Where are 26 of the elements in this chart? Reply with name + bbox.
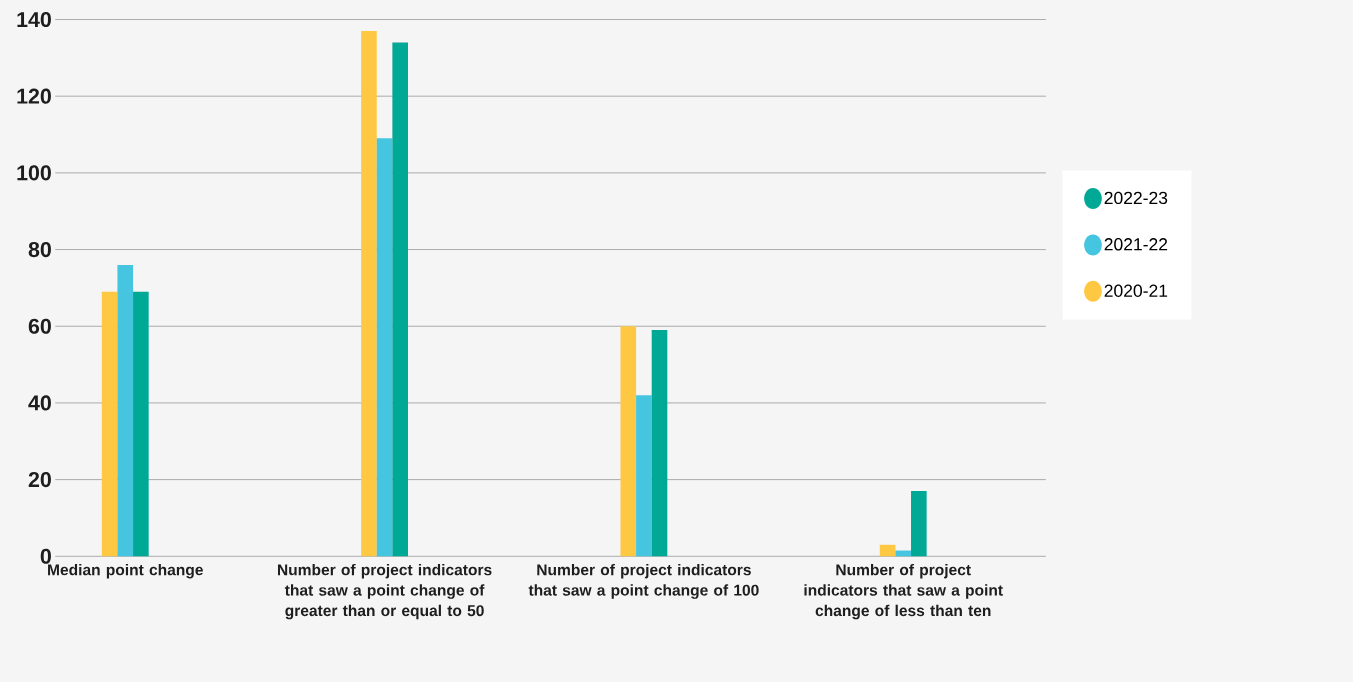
- y-tick-label: 100: [17, 165, 51, 181]
- y-tick-label: 40: [28, 395, 51, 411]
- y-tick-label: 20: [28, 471, 51, 488]
- legend-label: 2021-22: [1104, 238, 1168, 251]
- bar: [392, 42, 408, 557]
- bar: [133, 291, 149, 557]
- x-tick-label: Number of project indicators that saw a point change of less than ten: [804, 563, 1003, 620]
- bar: [361, 30, 377, 557]
- bar: [636, 395, 652, 557]
- bar: [911, 491, 927, 557]
- bar: [117, 264, 134, 557]
- x-tick-label: Median point change: [48, 563, 203, 579]
- y-tick-label: 0: [40, 548, 51, 564]
- bar: [376, 138, 393, 557]
- legend-label: 2020-21: [1104, 284, 1168, 297]
- y-tick-label: 80: [28, 241, 51, 258]
- bar: [879, 544, 896, 557]
- bar: [620, 326, 637, 557]
- bar: [651, 329, 668, 557]
- x-tick-label: Number of project indicators that saw a point change of 100: [528, 563, 759, 599]
- bar: [101, 291, 118, 557]
- y-tick-label: 120: [17, 88, 51, 104]
- y-tick-label: 60: [28, 318, 51, 334]
- y-tick-label: 140: [17, 11, 51, 27]
- legend-label: 2022-23: [1104, 191, 1168, 205]
- x-tick-label: Number of project indicators that saw a point change of greater than or equal to 50: [277, 563, 492, 620]
